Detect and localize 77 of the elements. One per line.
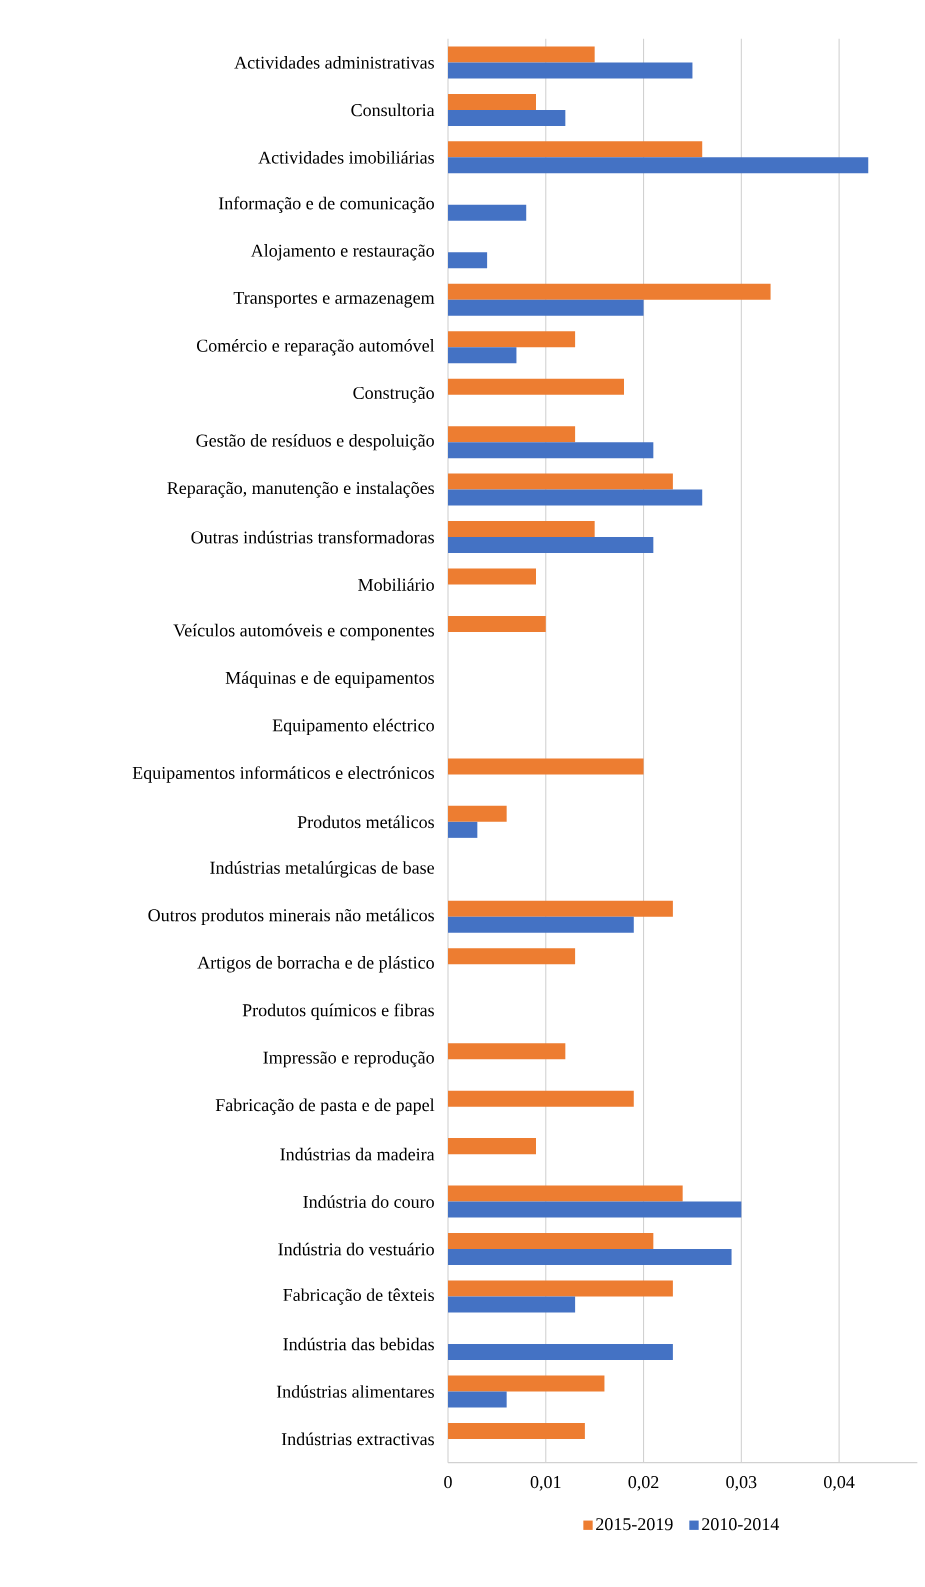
bar [448, 616, 546, 632]
bar [448, 141, 703, 158]
y-tick-label: Impressão e reprodução [263, 1051, 434, 1068]
y-tick-label: Equipamento eléctrico [272, 718, 434, 736]
bar [448, 378, 624, 395]
bar [448, 426, 576, 443]
bar [448, 916, 634, 933]
y-tick-label: Construção [353, 386, 434, 403]
bar [448, 805, 507, 822]
x-tick-label: 0,02 [628, 1476, 659, 1491]
y-tick-label: Indústria do vestuário [278, 1242, 434, 1256]
bar [448, 1090, 634, 1107]
bar [448, 1422, 585, 1439]
legend-label: 2010-2014 [702, 1518, 780, 1531]
bar [448, 1343, 673, 1360]
y-tick-label: Outras indústrias transformadoras [191, 530, 434, 544]
bar [448, 521, 595, 538]
bar [448, 1375, 605, 1392]
bar [448, 109, 566, 126]
x-tick-label: 0,04 [824, 1476, 855, 1491]
y-tick-label: Actividades administrativas [234, 56, 434, 69]
bar [448, 948, 576, 965]
bar [448, 473, 673, 490]
y-tick-label: Reparação, manutenção e instalações [167, 481, 434, 498]
y-tick-label: Indústrias alimentares [276, 1385, 434, 1398]
bar [448, 157, 869, 174]
bar [448, 1138, 536, 1155]
bar [448, 1233, 654, 1250]
bar [448, 62, 693, 79]
y-tick-label: Fabricação de pasta e de papel [215, 1098, 435, 1115]
y-tick-label: Mobiliário [358, 578, 434, 591]
bar [448, 1296, 576, 1313]
bar [448, 568, 536, 585]
bar [448, 821, 478, 838]
y-tick-label: Equipamentos informáticos e electrónicos [132, 766, 435, 783]
y-tick-label: Indústrias da madeira [280, 1147, 435, 1161]
x-tick-label: 0,01 [530, 1476, 561, 1491]
bar [448, 1043, 566, 1060]
bar [448, 283, 771, 300]
y-tick-label: Actividades imobiliárias [258, 150, 434, 164]
y-tick-label: Indústria do couro [303, 1195, 434, 1208]
y-tick-label: Informação e de comunicação [218, 196, 434, 214]
bar [448, 46, 595, 63]
y-tick-label: Outros produtos minerais não metálicos [148, 908, 434, 925]
bar [448, 93, 536, 110]
y-tick-label: Gestão de resíduos e despoluição [196, 433, 434, 451]
bar [448, 1280, 673, 1297]
bar [448, 1249, 732, 1266]
bar [448, 347, 517, 364]
y-tick-label: Indústrias extractivas [281, 1432, 434, 1446]
bar [448, 1185, 683, 1202]
bar [448, 900, 673, 917]
bar [448, 758, 644, 775]
bar [448, 1391, 507, 1408]
bar [448, 1201, 742, 1218]
y-tick-label: Indústrias metalúrgicas de base [210, 861, 434, 878]
y-tick-label: Comércio e reparação automóvel [196, 339, 435, 356]
y-tick-label: Máquinas e de equipamentos [225, 671, 434, 688]
y-tick-label: Fabricação de têxteis [283, 1288, 434, 1305]
bar [448, 489, 703, 506]
y-tick-label: Veículos automóveis e componentes [173, 623, 434, 641]
bar [448, 442, 654, 459]
bar [448, 299, 644, 316]
x-tick-label: 0 [444, 1476, 452, 1489]
y-tick-label: Transportes e armazenagem [233, 291, 435, 308]
x-tick-label: 0,03 [726, 1476, 757, 1491]
y-tick-label: Consultoria [351, 103, 435, 117]
y-tick-label: Produtos químicos e fibras [242, 1003, 434, 1020]
bar [448, 537, 654, 554]
bar [448, 252, 488, 269]
bar [448, 204, 527, 221]
y-tick-label: Artigos de borracha e de plástico [197, 956, 434, 973]
y-tick-label: Indústria das bebidas [283, 1337, 434, 1351]
bar [448, 331, 576, 348]
y-tick-label: Alojamento e restauração [250, 244, 434, 261]
legend-label: 2015-2019 [596, 1518, 673, 1531]
y-tick-label: Produtos metálicos [297, 815, 434, 829]
